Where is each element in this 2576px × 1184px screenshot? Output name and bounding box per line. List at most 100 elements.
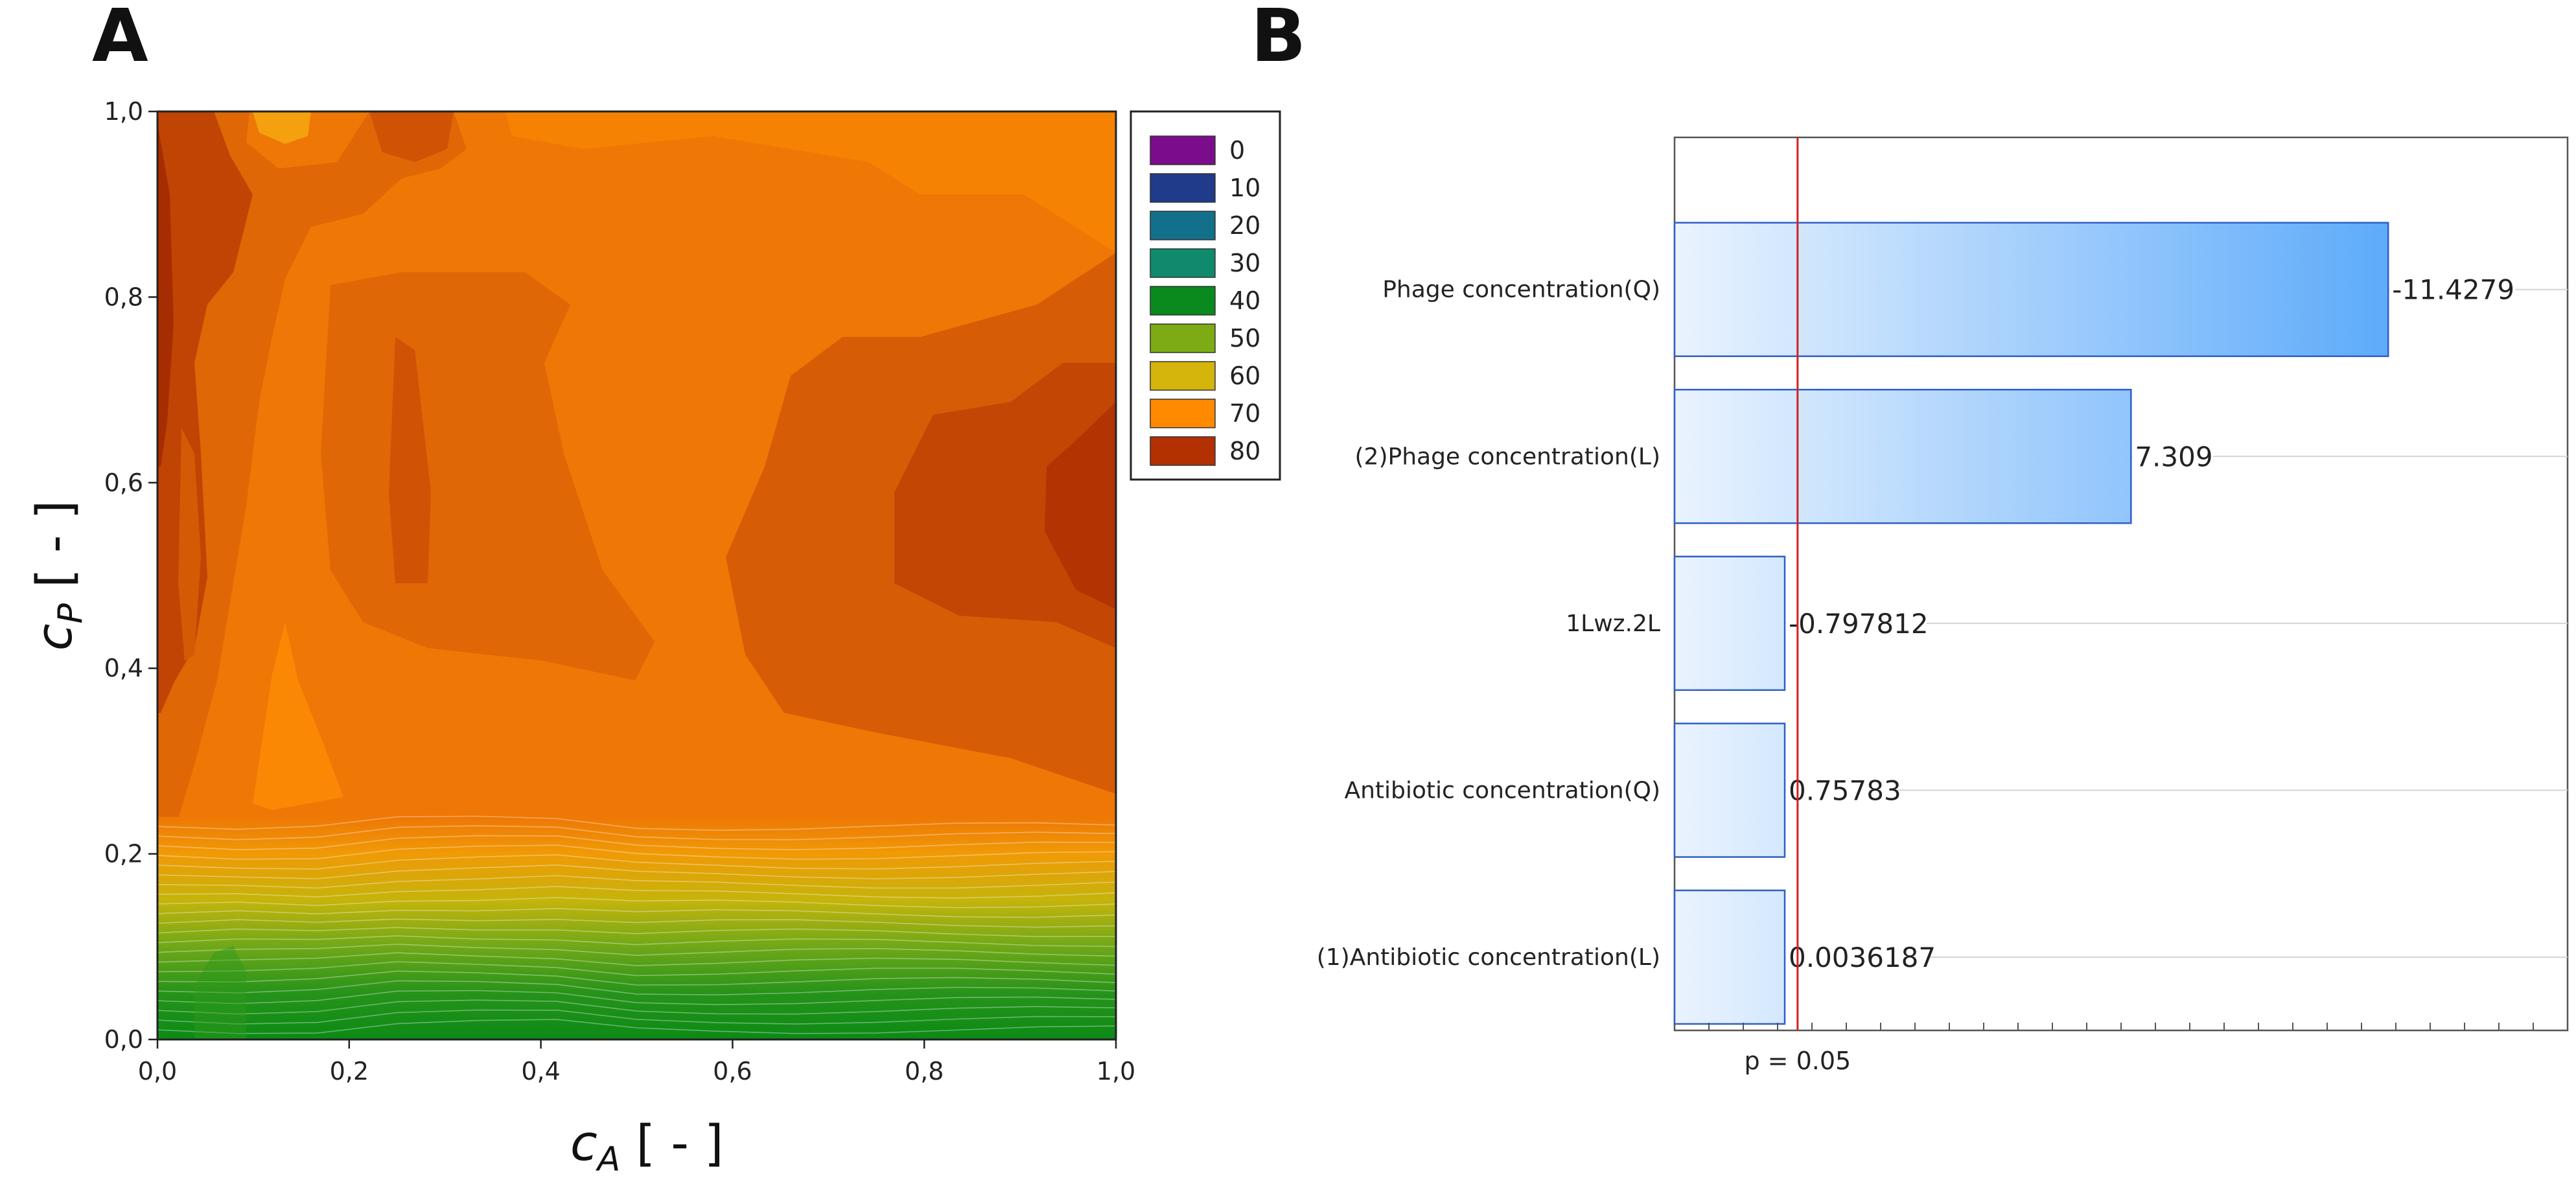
- x-tick-label: 0,8: [905, 1057, 944, 1085]
- y-axis-label-main: c: [25, 623, 83, 651]
- y-tick-label: 1,0: [104, 97, 143, 126]
- y-tick-label: 0,8: [104, 283, 143, 311]
- contour-line: [157, 815, 1116, 831]
- x-tick-label: 1,0: [1097, 1057, 1135, 1085]
- pareto-bar: [1673, 723, 1786, 858]
- legend-swatch: [1150, 248, 1216, 278]
- plot-a-frame: [156, 110, 1117, 1041]
- legend-items: 0 10 20 30 40 50 60 70 80: [1150, 135, 1260, 466]
- contour-line: [157, 990, 1116, 1006]
- value-label-bg: [1786, 606, 1927, 639]
- legend-swatch: [1150, 361, 1216, 391]
- contour-gradient-band: [157, 817, 1116, 1039]
- contour-region-upper-band: [505, 111, 1116, 253]
- x-tick-label: 0,6: [713, 1057, 752, 1085]
- legend-label: 80: [1229, 437, 1260, 465]
- contour-region-right-inner: [894, 363, 1116, 648]
- panel-b-letter: B: [1251, 0, 1306, 78]
- category-label: 1Lwz.2L: [1566, 610, 1660, 637]
- plot-b-ticks: [1674, 1023, 2568, 1030]
- contour-line: [157, 999, 1116, 1015]
- legend-label: 50: [1229, 324, 1260, 353]
- threshold-label: p = 0.05: [1744, 1047, 1851, 1075]
- contour-line: [157, 1019, 1116, 1034]
- value-label: -0.797812: [1789, 608, 1929, 640]
- value-label-bg: [2132, 439, 2214, 472]
- x-axis-label: cA [ - ]: [570, 1114, 724, 1179]
- pareto-bar: [1673, 388, 2132, 524]
- contour-line: [157, 980, 1116, 996]
- legend-swatch: [1150, 286, 1216, 316]
- value-label: 0.75783: [1789, 774, 1901, 806]
- y-tick-label: 0,6: [104, 469, 143, 497]
- contour-region-right-core: [1045, 402, 1116, 609]
- contour-region-lower-left: [253, 622, 343, 810]
- contour-line: [157, 844, 1116, 860]
- contour-line: [157, 927, 1116, 938]
- value-label: 0.0036187: [1789, 942, 1936, 973]
- contour-line: [157, 970, 1116, 986]
- y-axis-label-sub: P: [51, 603, 90, 623]
- contour-plot: [157, 111, 1116, 1039]
- contour-region-top-notch: [369, 111, 454, 162]
- legend-label: 30: [1229, 249, 1260, 277]
- contour-line: [157, 952, 1116, 966]
- category-label: Antibiotic concentration(Q): [1344, 777, 1660, 804]
- x-tick-label: 0,2: [330, 1057, 369, 1085]
- plot-a-axes: 0,0 0,2 0,4 0,6 0,8 1,0 0,0 0,2 0,4 0,6 0,8 1,0: [104, 97, 1136, 1085]
- contour-region-green-bump: [194, 946, 246, 1039]
- contour-region-upper-left: [157, 111, 467, 842]
- contour-line: [157, 864, 1116, 879]
- y-axis-label: cP [ - ]: [25, 500, 90, 651]
- legend-swatch: [1150, 135, 1216, 165]
- value-label-bg: [1786, 940, 1927, 973]
- value-labels: -11.4279 7.309 -0.797812 0.75783 0.0036187: [1786, 272, 2516, 973]
- contour-line: [157, 961, 1116, 977]
- category-label: (2)Phage concentration(L): [1355, 443, 1661, 470]
- contour-line: [157, 935, 1116, 947]
- legend-label: 20: [1229, 211, 1260, 240]
- legend-label: 40: [1229, 286, 1260, 315]
- legend-label: 60: [1229, 362, 1260, 390]
- y-tick-label: 0,2: [104, 840, 143, 868]
- legend-swatch: [1150, 399, 1216, 428]
- legend-label: 0: [1229, 136, 1245, 165]
- x-axis-label-main: c: [570, 1114, 598, 1172]
- pareto-bar: [1673, 889, 1786, 1025]
- value-label: 7.309: [2135, 441, 2212, 472]
- y-axis-label-unit: [ - ]: [25, 500, 83, 603]
- category-label: (1)Antibiotic concentration(L): [1317, 944, 1660, 971]
- contour-region-center-core: [389, 337, 431, 583]
- x-axis-label-unit: [ - ]: [620, 1114, 723, 1172]
- value-label: -11.4279: [2392, 274, 2514, 306]
- contour-line: [157, 875, 1116, 889]
- contour-line: [157, 854, 1116, 870]
- contour-line: [157, 918, 1116, 928]
- x-axis-label-sub: A: [596, 1140, 621, 1179]
- contour-line: [157, 1009, 1116, 1025]
- pareto-chart: Phage concentration(Q) (2)Phage concentra…: [1317, 136, 2569, 1075]
- category-labels: Phage concentration(Q) (2)Phage concentra…: [1317, 277, 1660, 971]
- contour-line: [157, 908, 1116, 918]
- category-label: Phage concentration(Q): [1382, 277, 1660, 303]
- pareto-bar: [1673, 222, 2389, 357]
- contour-lines: [157, 815, 1116, 1034]
- pareto-bar: [1673, 555, 1786, 691]
- contour-region-left-inner: [178, 428, 201, 661]
- x-tick-label: 0,4: [521, 1057, 560, 1085]
- panel-a-letter: A: [92, 0, 148, 78]
- legend-swatch: [1150, 211, 1216, 240]
- legend-label: 10: [1229, 174, 1260, 202]
- y-tick-label: 0,0: [104, 1025, 143, 1054]
- legend-swatch: [1150, 173, 1216, 203]
- x-tick-label: 0,0: [138, 1057, 177, 1085]
- contour-region-top-bump: [253, 111, 311, 144]
- legend-swatch: [1150, 323, 1216, 353]
- legend: 0 10 20 30 40 50 60 70 80: [1130, 110, 1281, 481]
- pareto-bars: [1673, 222, 2389, 1025]
- contour-line: [157, 944, 1116, 957]
- value-label-bg: [1786, 773, 1897, 806]
- contour-line: [157, 835, 1116, 850]
- y-tick-label: 0,4: [104, 654, 143, 682]
